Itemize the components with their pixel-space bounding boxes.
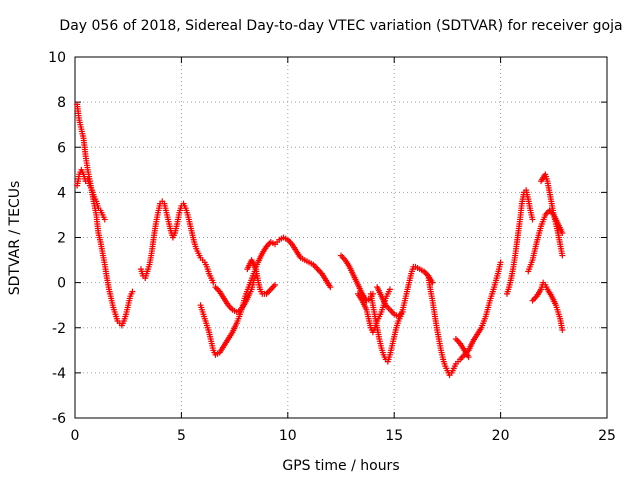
y-tick-label: -2	[52, 321, 66, 337]
data-point	[559, 252, 566, 259]
x-tick-label: 10	[279, 428, 297, 444]
x-tick-label: 5	[177, 428, 186, 444]
data-point	[399, 308, 406, 315]
x-tick-label: 0	[71, 428, 80, 444]
axis-ticks: 0 5 10 15 20 25 -6 -4 -2 0 2 4 6 8 10	[48, 50, 616, 444]
data-point	[559, 327, 566, 334]
data-point	[210, 279, 217, 286]
data-point	[497, 259, 504, 266]
y-tick-label: 4	[57, 185, 66, 201]
y-tick-label: -6	[52, 411, 66, 427]
data-point	[327, 284, 334, 291]
data-point	[101, 216, 108, 223]
data-point	[465, 354, 472, 361]
x-tick-label: 15	[385, 428, 403, 444]
data-point	[529, 216, 536, 223]
data-point	[272, 281, 279, 288]
x-axis-label: GPS time / hours	[282, 458, 399, 474]
y-tick-label: 0	[57, 276, 66, 292]
y-tick-label: 10	[48, 50, 66, 66]
data-points	[74, 101, 566, 379]
x-tick-label: 25	[598, 428, 616, 444]
y-tick-label: -4	[52, 366, 66, 382]
y-tick-label: 2	[57, 231, 66, 247]
chart-title: Day 056 of 2018, Sidereal Day-to-day VTE…	[59, 18, 622, 34]
data-point	[129, 288, 136, 295]
y-tick-label: 6	[57, 140, 66, 156]
x-tick-label: 20	[492, 428, 510, 444]
y-axis-label: SDTVAR / TECUs	[7, 181, 23, 296]
y-tick-label: 8	[57, 95, 66, 111]
grid-lines	[75, 57, 607, 418]
data-point	[386, 286, 393, 293]
data-point	[559, 229, 566, 236]
